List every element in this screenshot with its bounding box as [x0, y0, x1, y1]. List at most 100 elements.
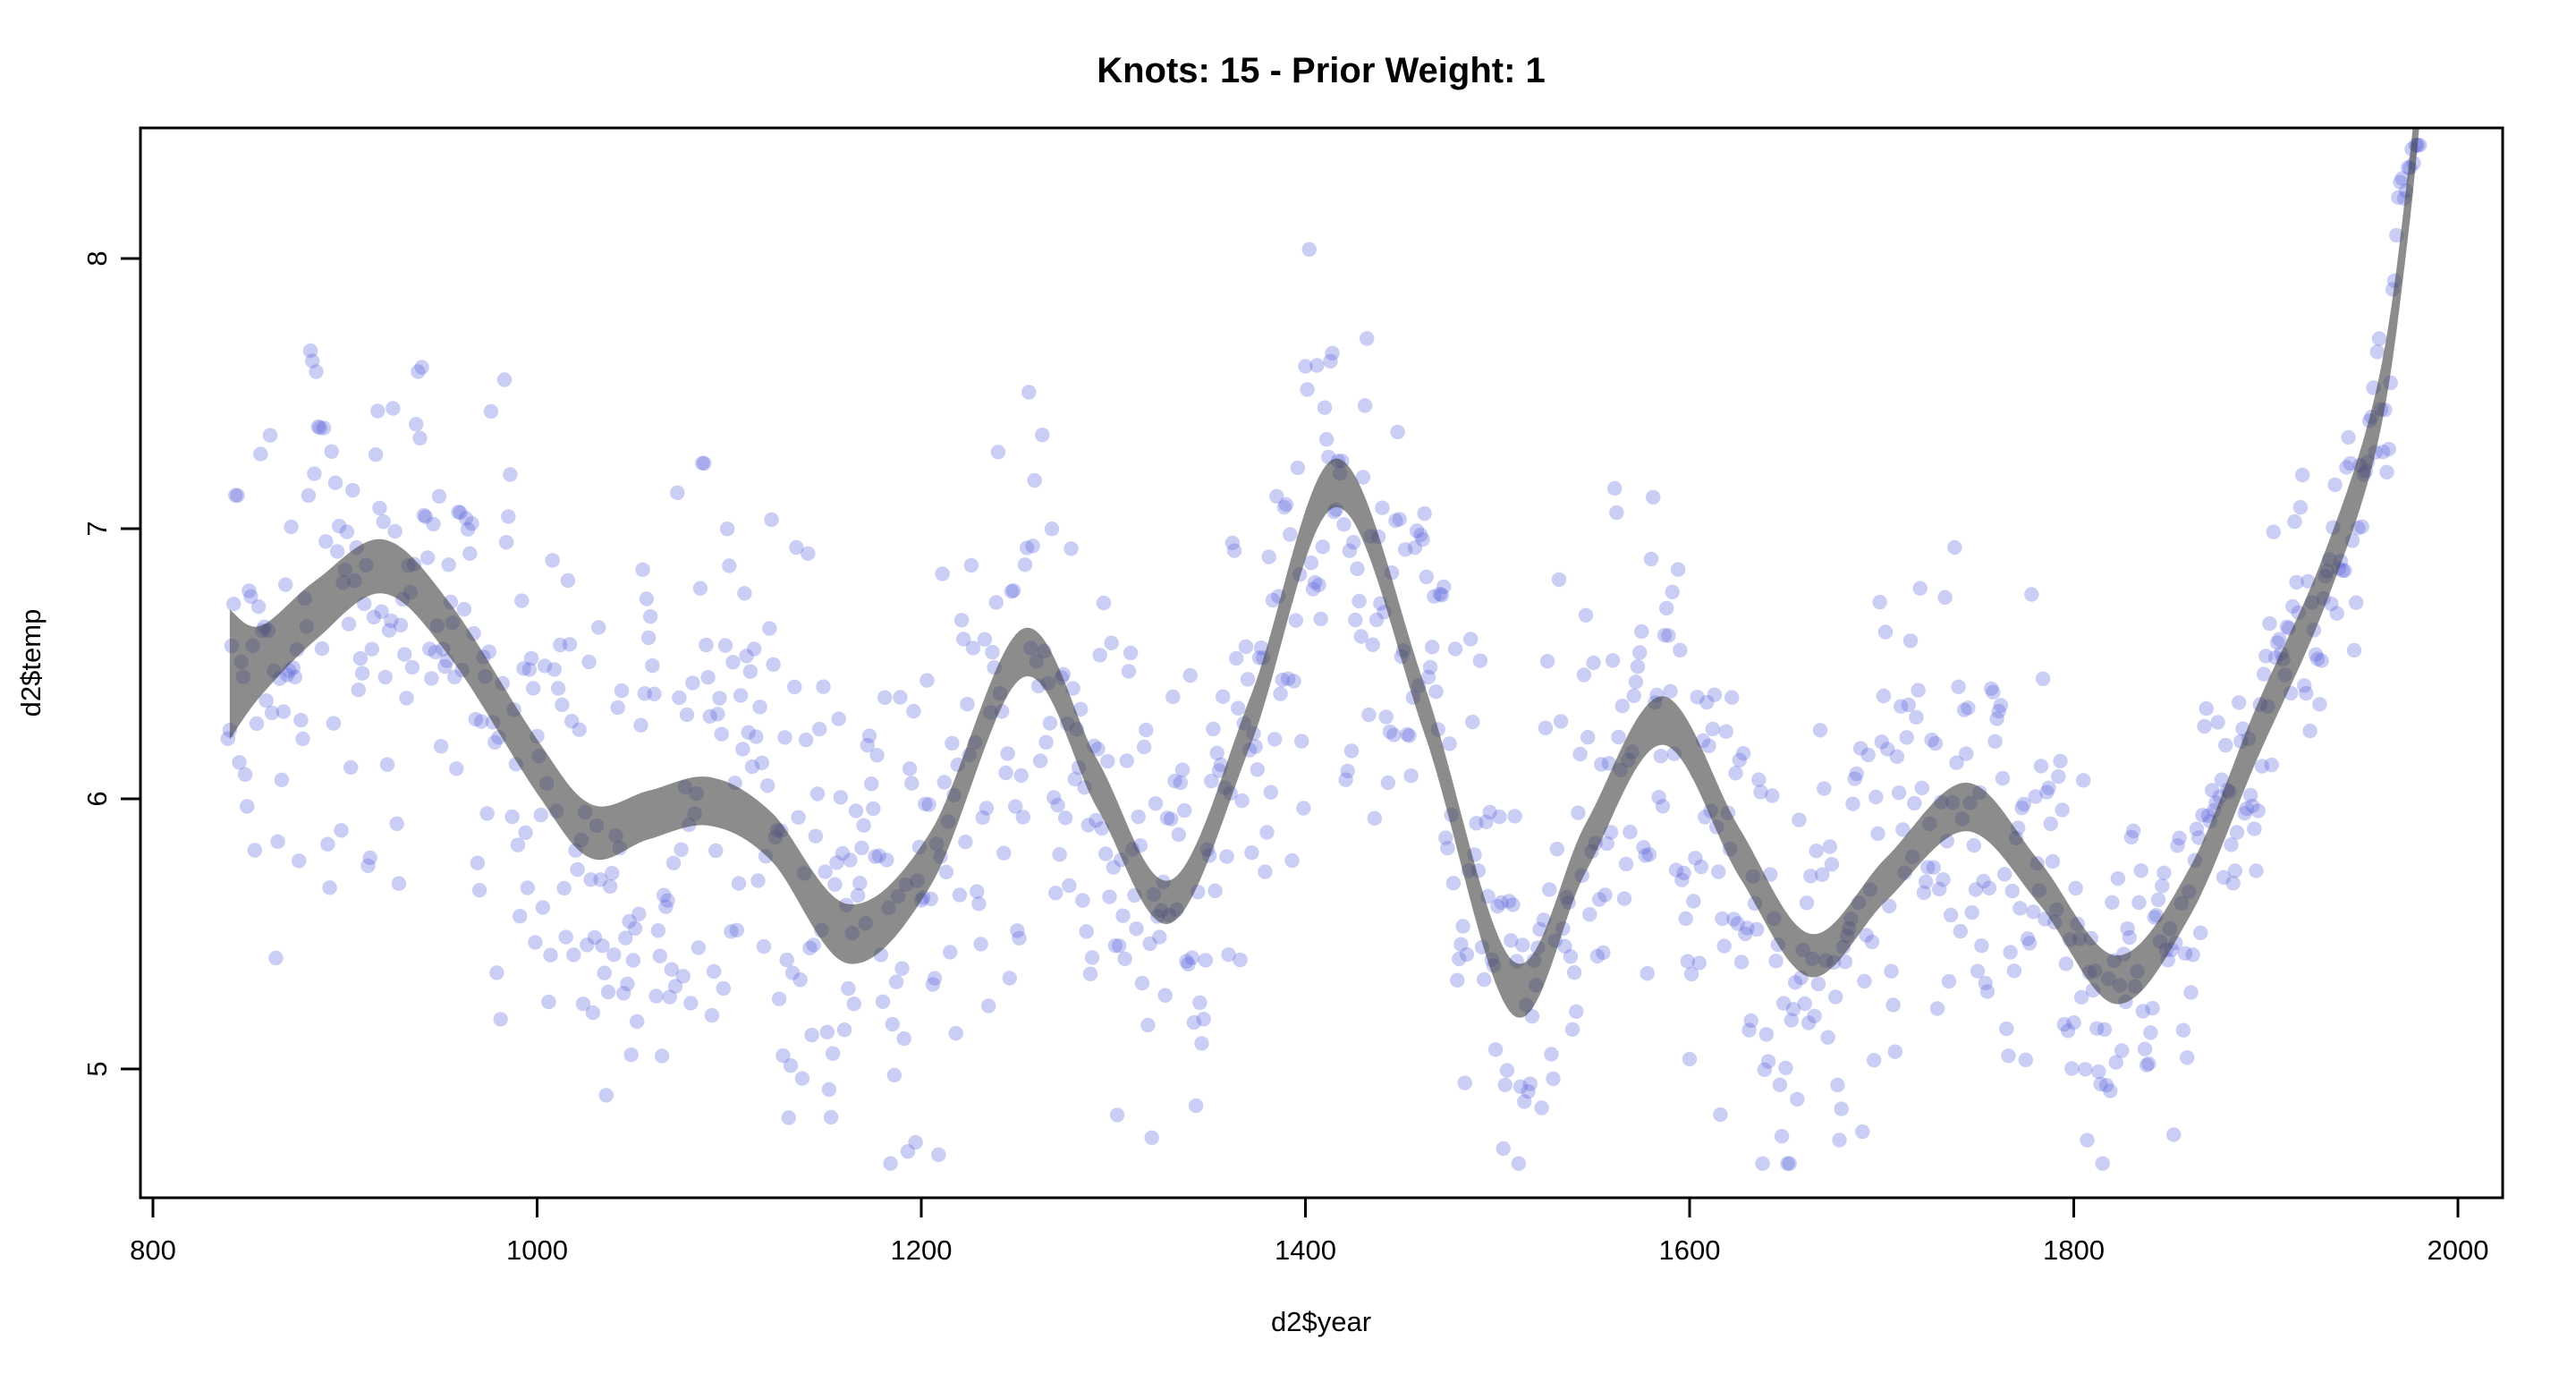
- data-point: [623, 1047, 639, 1063]
- data-point: [1810, 976, 1826, 992]
- data-point: [744, 759, 760, 775]
- data-point: [2060, 1023, 2076, 1039]
- data-point: [470, 855, 486, 870]
- data-point: [1440, 840, 1455, 856]
- x-tick-label: 2000: [2428, 1234, 2489, 1266]
- data-point: [386, 401, 401, 416]
- data-point: [293, 712, 309, 728]
- data-point: [2039, 785, 2055, 800]
- data-point: [572, 722, 587, 737]
- data-point: [1822, 839, 1837, 854]
- x-tick-label: 800: [130, 1234, 176, 1266]
- data-point: [787, 679, 802, 695]
- data-point: [2349, 595, 2364, 610]
- data-point: [735, 742, 750, 757]
- data-point: [456, 601, 472, 617]
- data-point: [614, 683, 630, 699]
- data-point: [2346, 642, 2362, 658]
- data-point: [742, 664, 758, 679]
- data-point: [1082, 966, 1098, 982]
- data-point: [1298, 359, 1313, 374]
- data-point: [618, 930, 633, 946]
- data-point: [1042, 716, 1058, 731]
- data-point: [1599, 835, 1614, 852]
- data-point: [419, 550, 436, 565]
- data-point: [2310, 651, 2326, 666]
- data-point: [943, 945, 958, 960]
- data-point: [249, 716, 265, 732]
- data-point: [389, 816, 404, 831]
- data-point: [1204, 773, 1219, 789]
- data-point: [360, 858, 376, 873]
- data-point: [416, 507, 431, 523]
- data-point: [1080, 818, 1097, 833]
- data-point: [510, 837, 526, 852]
- data-point: [1852, 741, 1868, 756]
- data-point: [2218, 737, 2233, 753]
- data-point: [1084, 950, 1100, 965]
- data-point: [1159, 810, 1175, 826]
- data-point: [672, 690, 687, 706]
- data-point: [316, 420, 332, 436]
- data-point: [1807, 1008, 1822, 1024]
- data-point: [2341, 429, 2356, 445]
- data-point: [850, 887, 866, 903]
- data-point: [645, 657, 660, 674]
- data-point: [1079, 924, 1094, 939]
- data-point: [1267, 732, 1283, 747]
- data-point: [662, 989, 677, 1005]
- data-point: [1507, 809, 1522, 824]
- data-point: [1382, 724, 1398, 740]
- data-point: [1152, 929, 1167, 945]
- data-point: [764, 512, 779, 528]
- data-point: [433, 739, 449, 754]
- data-point: [1000, 746, 1015, 761]
- data-point: [1792, 812, 1807, 827]
- data-point: [1336, 517, 1352, 532]
- data-point: [1690, 690, 1705, 705]
- data-point: [295, 731, 310, 747]
- data-point: [1924, 732, 1939, 748]
- data-point: [1991, 703, 2006, 719]
- data-point: [2199, 700, 2214, 717]
- x-tick-label: 1000: [506, 1234, 568, 1266]
- data-point: [2229, 825, 2245, 840]
- data-point: [1867, 1053, 1882, 1068]
- data-point: [664, 962, 679, 977]
- data-point: [2371, 331, 2387, 346]
- data-point: [274, 772, 290, 787]
- data-point: [242, 583, 257, 598]
- data-point: [1665, 584, 1680, 599]
- data-point: [823, 1109, 839, 1125]
- data-point: [1318, 432, 1335, 447]
- data-point: [710, 707, 725, 722]
- data-point: [749, 729, 764, 744]
- data-point: [598, 1088, 614, 1103]
- data-point: [2157, 865, 2172, 880]
- data-point: [2066, 1015, 2081, 1030]
- data-point: [1616, 891, 1632, 906]
- data-point: [2314, 653, 2329, 668]
- data-point: [1918, 874, 1934, 889]
- data-point: [461, 522, 476, 537]
- data-point: [2155, 878, 2170, 894]
- data-point: [1025, 539, 1040, 554]
- data-point: [620, 976, 635, 992]
- data-point: [1294, 734, 1309, 749]
- data-point: [1981, 880, 1997, 895]
- data-point: [2095, 1156, 2110, 1171]
- data-point: [1591, 892, 1607, 907]
- data-point: [791, 810, 806, 825]
- data-point: [1837, 954, 1853, 970]
- data-point: [1641, 847, 1657, 862]
- data-point: [1607, 480, 1623, 496]
- data-point: [570, 861, 585, 878]
- data-point: [695, 455, 710, 471]
- data-point: [925, 977, 941, 992]
- data-point: [1288, 613, 1304, 628]
- data-point: [841, 980, 856, 997]
- data-point: [287, 669, 303, 685]
- data-point: [523, 650, 539, 666]
- data-point: [2043, 816, 2058, 832]
- data-point: [643, 609, 658, 624]
